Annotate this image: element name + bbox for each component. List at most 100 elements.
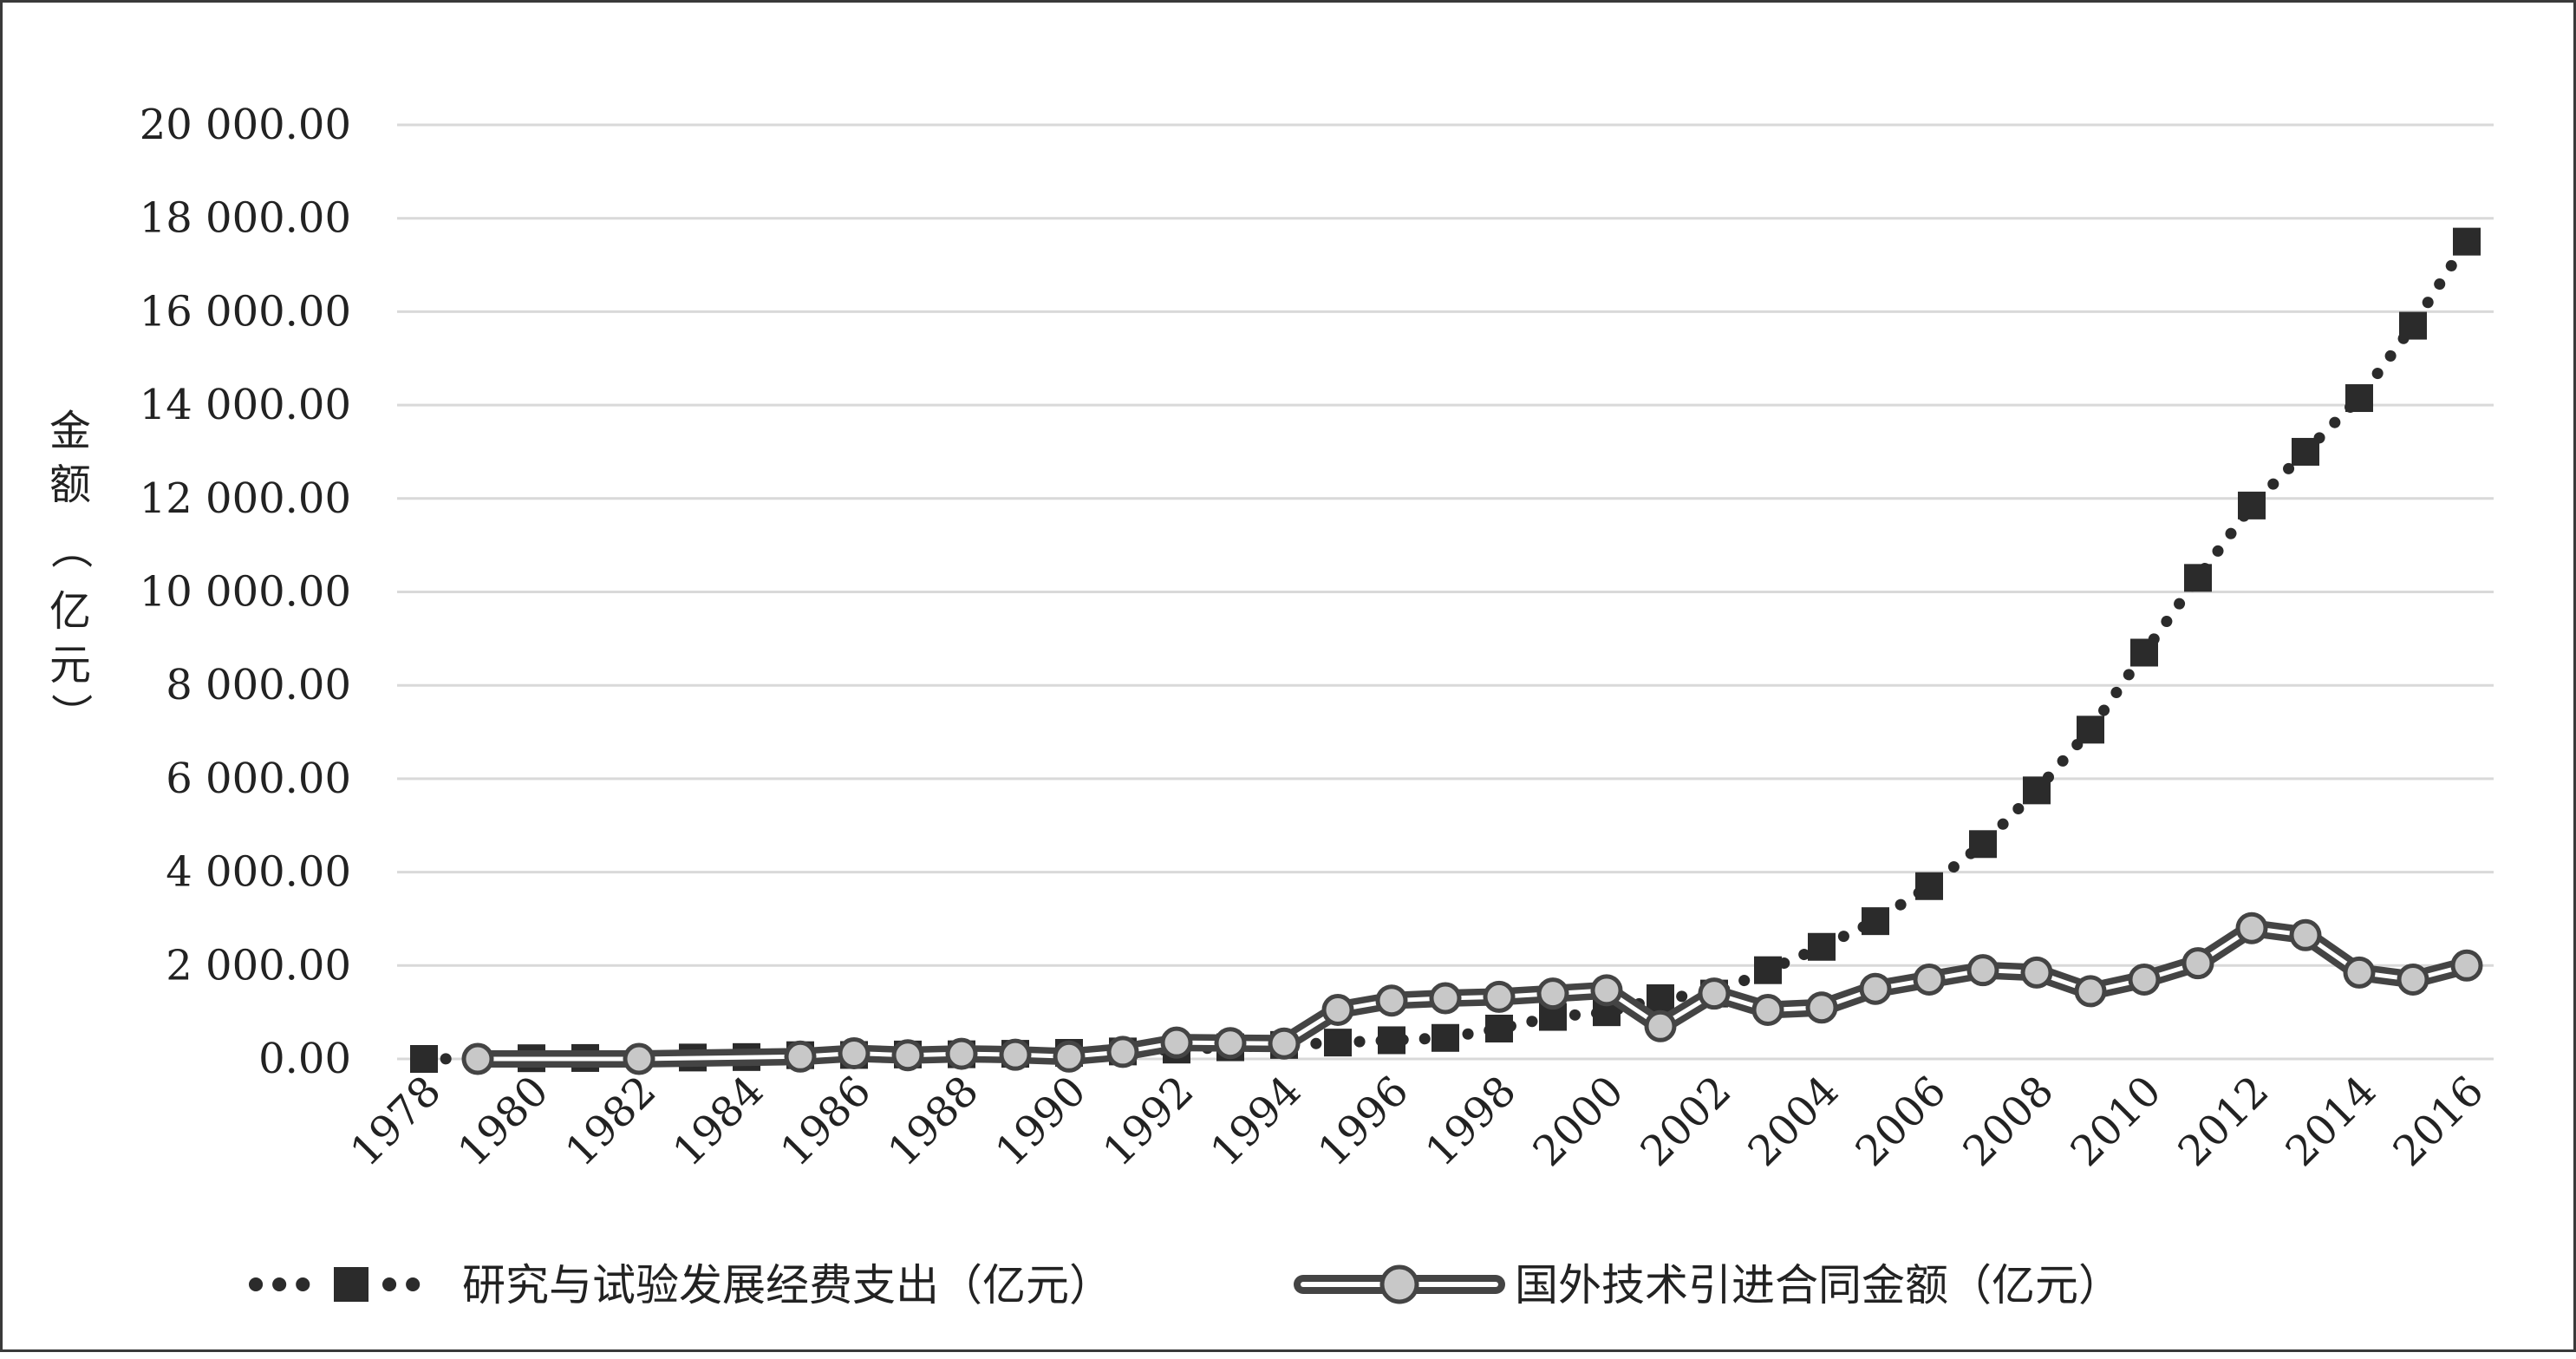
tech-import-point xyxy=(1966,954,1999,987)
legend-square-marker xyxy=(334,1267,368,1302)
x-tick-label: 2004 xyxy=(1739,1067,1849,1176)
x-tick-label: 1984 xyxy=(664,1067,773,1176)
tech-import-point xyxy=(461,1042,494,1075)
gridlines xyxy=(397,123,2494,1061)
legend-label-rnd-expenditure: 研究与试验发展经费支出（亿元） xyxy=(462,1260,1112,1310)
rnd-expenditure-point xyxy=(410,1045,438,1073)
rnd-expenditure-point xyxy=(2077,715,2104,744)
rnd-expenditure-point xyxy=(2345,384,2373,413)
x-tick-label: 1986 xyxy=(772,1067,881,1176)
rnd-expenditure-point xyxy=(2238,491,2266,519)
tech-import-point xyxy=(1429,982,1462,1015)
tech-import-point xyxy=(1375,984,1408,1017)
x-tick-label: 2006 xyxy=(1847,1067,1956,1176)
rnd-expenditure-point xyxy=(2453,227,2481,256)
rnd-expenditure-point xyxy=(1808,932,1836,961)
rnd-expenditure-point xyxy=(1862,907,1889,936)
rnd-expenditure-point xyxy=(1969,830,1997,859)
series-tech-import-line-inner xyxy=(475,925,2469,1062)
x-tick-label: 1988 xyxy=(879,1067,988,1176)
tech-import-point xyxy=(1751,993,1784,1026)
y-tick-label: 14 000.00 xyxy=(140,381,351,429)
rnd-expenditure-point xyxy=(1647,983,1674,1012)
rnd-expenditure-point xyxy=(1485,1014,1513,1042)
x-tick-label: 1992 xyxy=(1094,1067,1203,1176)
y-axis-title-char: 元 xyxy=(49,641,91,689)
y-tick-label: 12 000.00 xyxy=(140,474,351,523)
y-axis-tick-labels: 0.00 2 000.00 4 000.00 6 000.00 8 000.00 10 0… xyxy=(140,101,351,1083)
tech-import-point xyxy=(1106,1036,1139,1068)
legend-item-tech-import: 国外技术引进合同金额（亿元） xyxy=(1294,1260,2122,1310)
tech-import-point xyxy=(1805,991,1838,1024)
tech-import-point xyxy=(2450,949,2483,982)
tech-import-point xyxy=(2181,947,2214,980)
tech-import-point xyxy=(1913,963,1946,996)
plot-series xyxy=(410,227,2483,1075)
x-tick-label: 1990 xyxy=(987,1067,1096,1176)
rnd-expenditure-point xyxy=(1378,1026,1405,1055)
y-tick-label: 6 000.00 xyxy=(166,755,351,803)
rnd-expenditure-point xyxy=(2130,638,2158,667)
y-tick-label: 20 000.00 xyxy=(140,101,351,149)
tech-import-point xyxy=(2020,956,2053,989)
x-tick-label: 2008 xyxy=(1954,1067,2064,1176)
rnd-expenditure-point xyxy=(1915,872,1943,900)
y-axis-title-char: 金 xyxy=(49,407,91,455)
tech-import-point xyxy=(1590,974,1623,1007)
tech-import-point xyxy=(838,1037,871,1070)
y-axis-title-char: （ xyxy=(46,527,95,569)
y-axis-title-char: 亿 xyxy=(49,587,91,636)
x-tick-label: 1994 xyxy=(1202,1067,1311,1176)
tech-import-point xyxy=(2235,911,2268,944)
x-tick-label: 1982 xyxy=(557,1067,666,1176)
rnd-expenditure-point xyxy=(2023,776,2051,805)
y-axis-title-char: ） xyxy=(46,693,95,735)
tech-import-point xyxy=(1268,1027,1301,1060)
series-rnd-expenditure-line xyxy=(418,236,2473,1065)
y-axis-title: 金额 （ 亿元） xyxy=(46,407,95,735)
tech-import-point xyxy=(945,1037,978,1070)
tech-import-point xyxy=(2397,963,2429,996)
x-tick-label: 1998 xyxy=(1417,1067,1526,1176)
series-tech-import xyxy=(461,911,2483,1075)
x-tick-label: 2014 xyxy=(2277,1067,2386,1176)
tech-import-point xyxy=(623,1042,655,1075)
y-tick-label: 8 000.00 xyxy=(166,661,351,709)
legend-circle-marker xyxy=(1379,1264,1419,1304)
x-tick-label: 2002 xyxy=(1632,1067,1741,1176)
tech-import-point xyxy=(1483,980,1516,1013)
y-tick-label: 10 000.00 xyxy=(140,568,351,617)
tech-import-point xyxy=(2128,963,2161,996)
y-tick-label: 16 000.00 xyxy=(140,287,351,336)
tech-import-point xyxy=(1321,993,1354,1026)
tech-import-point xyxy=(1160,1026,1193,1059)
x-tick-label: 1996 xyxy=(1309,1067,1418,1176)
series-rnd-expenditure xyxy=(410,227,2481,1073)
tech-import-point xyxy=(1214,1027,1247,1060)
y-axis-title-char: 额 xyxy=(49,461,91,509)
rnd-expenditure-point xyxy=(1324,1029,1352,1057)
tech-import-point xyxy=(2074,975,2107,1008)
tech-import-point xyxy=(2289,918,2322,951)
tech-import-point xyxy=(1644,1009,1677,1042)
tech-import-point xyxy=(891,1039,924,1072)
tech-import-point xyxy=(999,1038,1032,1071)
rnd-expenditure-point xyxy=(2184,564,2212,592)
rnd-expenditure-point xyxy=(1431,1023,1459,1052)
rnd-expenditure-point xyxy=(2399,311,2427,340)
rnd-expenditure-point xyxy=(1754,956,1782,984)
y-tick-label: 0.00 xyxy=(258,1035,351,1083)
tech-import-point xyxy=(2343,956,2376,989)
tech-import-point xyxy=(1859,972,1892,1005)
x-tick-label: 2016 xyxy=(2384,1067,2494,1176)
tech-import-point xyxy=(1536,977,1569,1010)
legend-item-rnd-expenditure: 研究与试验发展经费支出（亿元） xyxy=(249,1260,1112,1310)
tech-import-point xyxy=(1698,977,1731,1010)
x-axis-tick-labels: 1978198019821984198619881990199219941996… xyxy=(342,1067,2494,1176)
legend: 研究与试验发展经费支出（亿元） 国外技术引进合同金额（亿元） xyxy=(249,1260,2122,1310)
line-chart: 0.00 2 000.00 4 000.00 6 000.00 8 000.00 10 0… xyxy=(46,101,2494,1310)
x-tick-label: 2010 xyxy=(2062,1067,2171,1176)
x-tick-label: 2000 xyxy=(1524,1067,1634,1176)
series-tech-import-line-outer xyxy=(469,919,2475,1068)
